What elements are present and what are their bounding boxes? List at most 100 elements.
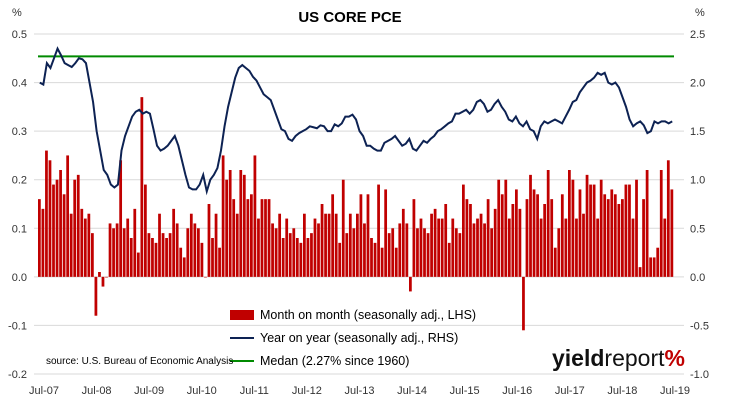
mom-bar	[186, 228, 190, 277]
mom-bar	[596, 218, 600, 277]
mom-bar	[253, 155, 257, 277]
left-tick-label: -0.2	[8, 369, 27, 381]
mom-bar	[571, 179, 575, 277]
x-tick-label: Jul-14	[397, 385, 427, 397]
mom-bar	[334, 213, 338, 277]
mom-bar	[663, 218, 667, 277]
mom-bar	[423, 228, 426, 277]
mom-bar	[260, 199, 264, 277]
mom-bar	[147, 233, 151, 277]
mom-bar	[603, 194, 607, 277]
mom-bar	[635, 179, 638, 277]
mom-bar	[384, 189, 388, 277]
mom-bar	[200, 242, 204, 277]
mom-bar	[659, 170, 663, 277]
mom-bar	[303, 213, 306, 277]
legend-label-yoy: Year on year (seasonally adj., RHS)	[260, 331, 458, 345]
mom-bar	[246, 199, 250, 277]
mom-bar	[69, 213, 73, 277]
mom-bar	[115, 223, 119, 277]
mom-bar	[235, 213, 239, 277]
mom-bar	[394, 247, 398, 277]
mom-bar	[250, 194, 253, 277]
mom-bar	[433, 208, 437, 277]
right-axis-ticks: 2.5 2.0 1.5 1.0 0.5 0.0 -0.5 -1.0	[690, 29, 709, 381]
mom-bar	[306, 238, 310, 277]
mom-bar	[119, 160, 123, 277]
mom-bar	[380, 247, 384, 277]
mom-bar	[48, 160, 52, 277]
mom-bar	[267, 199, 271, 277]
mom-bar	[193, 223, 197, 277]
mom-bar	[98, 272, 101, 277]
mom-bars	[38, 97, 674, 331]
mom-bar	[645, 170, 649, 277]
mom-bar	[401, 208, 405, 277]
mom-bar	[359, 194, 363, 277]
mom-bar	[454, 228, 458, 277]
mom-bar	[575, 218, 578, 277]
left-tick-label: 0.4	[12, 78, 27, 90]
mom-bar	[599, 179, 603, 277]
yieldreport-logo: yieldreport%	[552, 345, 685, 371]
mom-bar	[483, 223, 486, 277]
mom-bar	[451, 218, 455, 277]
mom-bar	[80, 208, 84, 277]
mom-bar	[370, 238, 373, 277]
mom-bar	[479, 213, 483, 277]
mom-bar	[285, 218, 289, 277]
mom-bar	[59, 170, 62, 277]
mom-bar	[76, 174, 80, 277]
mom-bar	[412, 199, 416, 277]
right-tick-label: -1.0	[690, 369, 709, 381]
x-tick-label: Jul-12	[292, 385, 322, 397]
mom-bar	[175, 223, 179, 277]
mom-bar	[532, 189, 536, 277]
right-tick-label: 1.0	[690, 175, 705, 187]
mom-bar	[101, 276, 105, 287]
mom-bar	[557, 228, 561, 277]
x-axis-ticks: Jul-07 Jul-08 Jul-09 Jul-10 Jul-11 Jul-12 Jul-…	[29, 385, 690, 397]
mom-bar	[278, 213, 282, 277]
mom-bar	[560, 194, 564, 277]
mom-bar	[638, 267, 642, 277]
mom-bar	[324, 213, 327, 277]
mom-bar	[628, 184, 631, 277]
right-tick-label: 0.5	[690, 223, 705, 235]
mom-bar	[476, 218, 479, 277]
mom-bar	[472, 223, 476, 277]
mom-bar	[409, 276, 412, 292]
mom-bar	[151, 238, 154, 277]
mom-bar	[345, 233, 349, 277]
mom-bar	[341, 179, 345, 277]
mom-bar	[87, 213, 91, 277]
right-axis-unit: %	[695, 7, 705, 19]
mom-bar	[666, 160, 670, 277]
mom-bar	[189, 213, 193, 277]
mom-bar	[649, 257, 653, 277]
mom-bar	[218, 247, 221, 277]
mom-bar	[377, 184, 380, 277]
x-tick-label: Jul-07	[29, 385, 59, 397]
mom-bar	[41, 208, 45, 277]
mom-bar	[126, 218, 130, 277]
mom-bar	[536, 194, 539, 277]
mom-bar	[568, 170, 571, 277]
mom-bar	[529, 174, 532, 277]
x-tick-label: Jul-13	[345, 385, 375, 397]
mom-bar	[585, 174, 589, 277]
mom-bar	[317, 223, 320, 277]
right-tick-label: -0.5	[690, 320, 709, 332]
legend-label-median: Medan (2.27% since 1960)	[260, 354, 409, 368]
mom-bar	[486, 199, 490, 277]
mom-bar	[239, 170, 243, 277]
mom-bar	[352, 228, 356, 277]
mom-bar	[437, 218, 441, 277]
svg-text:yieldreport%: yieldreport%	[552, 345, 685, 371]
mom-bar	[631, 218, 635, 277]
source-note: source: U.S. Bureau of Economic Analysis	[46, 356, 233, 367]
legend-label-mom: Month on month (seasonally adj., LHS)	[260, 308, 476, 322]
left-tick-label: 0.0	[12, 272, 27, 284]
mom-bar	[553, 247, 557, 277]
right-tick-label: 1.5	[690, 126, 705, 138]
